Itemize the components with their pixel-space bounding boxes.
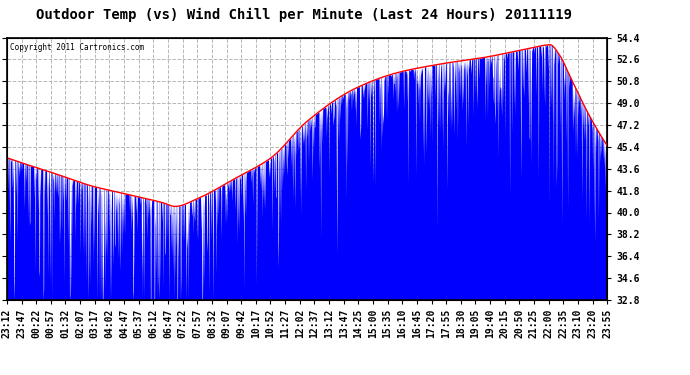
- Text: Copyright 2011 Cartronics.com: Copyright 2011 Cartronics.com: [10, 43, 144, 52]
- Text: Outdoor Temp (vs) Wind Chill per Minute (Last 24 Hours) 20111119: Outdoor Temp (vs) Wind Chill per Minute …: [36, 8, 571, 22]
